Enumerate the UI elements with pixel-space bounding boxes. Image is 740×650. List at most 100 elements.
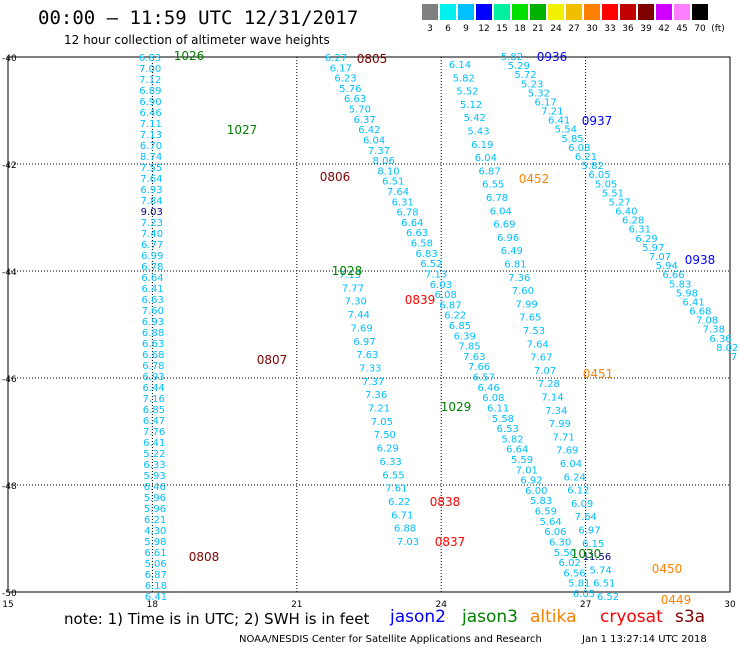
scale-swatch — [548, 4, 564, 20]
swh-value: 6.53 — [497, 424, 519, 435]
swh-value: 8.74 — [140, 152, 162, 163]
scale-swatch — [674, 4, 690, 20]
swh-value: 7.65 — [519, 313, 541, 324]
swh-value: 5.51 — [602, 188, 624, 199]
scale-label: (ft) — [711, 24, 725, 34]
pass-time-label: 1026 — [174, 49, 205, 63]
lon-label: 30 — [724, 600, 736, 610]
swh-value: 6.17 — [330, 63, 352, 74]
swh-value: 7.40 — [141, 229, 163, 240]
swh-value: 5.32 — [528, 88, 550, 99]
scale-swatch — [602, 4, 618, 20]
swh-value: 6.63 — [142, 295, 164, 306]
swh-value: 5.54 — [555, 125, 577, 136]
swh-value: 6.89 — [139, 86, 161, 97]
swh-value: 6.68 — [689, 307, 711, 318]
swh-value: 7.50 — [374, 430, 396, 441]
swh-value: 6.57 — [473, 373, 495, 384]
swh-value: 6.77 — [141, 240, 163, 251]
swh-value: 7.64 — [387, 187, 409, 198]
swh-value: 5.96 — [144, 493, 166, 504]
swh-value: 5.06 — [144, 559, 166, 570]
swh-value: 6.55 — [482, 180, 504, 191]
swh-value: 6.41 — [145, 592, 167, 603]
swh-value: 6.29 — [635, 234, 657, 245]
swh-value: 7.63 — [356, 350, 378, 361]
scale-label: 36 — [622, 24, 634, 34]
swh-value: 6.87 — [145, 570, 167, 581]
scale-swatch — [530, 4, 546, 20]
swh-value: 5.12 — [460, 100, 482, 111]
pass-time-label: 1027 — [227, 123, 258, 137]
swh-value: 6.63 — [142, 339, 164, 350]
swh-value: 6.33 — [143, 460, 165, 471]
swh-value: 5.50 — [554, 548, 576, 559]
swh-value: 6.08 — [435, 290, 457, 301]
swh-value: 7.37 — [362, 377, 384, 388]
swh-value: 6.87 — [478, 166, 500, 177]
swh-value: 6.39 — [454, 331, 476, 342]
swh-value: 7.14 — [541, 393, 563, 404]
swh-value: 6.08 — [482, 393, 504, 404]
swh-value: 6.00 — [525, 486, 547, 497]
swh-value: 7.05 — [371, 417, 393, 428]
swh-value: 6.12 — [567, 486, 589, 497]
swh-value: 6.44 — [143, 383, 165, 394]
swh-value: 6.27 — [325, 53, 347, 64]
swh-value: 5.70 — [349, 105, 371, 116]
swh-value: 7.38 — [703, 325, 725, 336]
pass-time-label: 0450 — [652, 562, 683, 576]
swh-value: 6.83 — [415, 249, 437, 260]
pass-time-label: 1030 — [571, 547, 602, 561]
swh-value: 6.31 — [392, 197, 414, 208]
scale-label: 24 — [550, 24, 562, 34]
scale-swatch — [692, 4, 708, 20]
swh-value: 6.15 — [582, 539, 604, 550]
swh-value: 5.94 — [656, 261, 678, 272]
swh-value: 5.27 — [609, 197, 631, 208]
swh-value: 7.11 — [140, 119, 162, 130]
swh-value: 6.04 — [560, 459, 582, 470]
scale-swatch — [656, 4, 672, 20]
swh-value: 6.11 — [487, 403, 509, 414]
swh-value: 7.53 — [523, 326, 545, 337]
swh-value: 6.05 — [573, 589, 595, 600]
swh-value: 6.29 — [377, 444, 399, 455]
footer-credit: NOAA/NESDIS Center for Satellite Applica… — [239, 634, 542, 645]
swh-value: 6.41 — [143, 438, 165, 449]
swh-value: 6.49 — [501, 246, 523, 257]
swh-value: 6.63 — [344, 94, 366, 105]
swh-value: 6.47 — [143, 416, 165, 427]
swh-value: 7.63 — [463, 352, 485, 363]
swh-value: 6.78 — [142, 361, 164, 372]
scale-label: 21 — [532, 24, 544, 34]
pass-time-label: 0807 — [257, 353, 288, 367]
swh-value: 7.55 — [140, 163, 162, 174]
swh-value: 6.04 — [363, 135, 385, 146]
map-frame — [7, 56, 731, 593]
swh-value: 6.28 — [622, 216, 644, 227]
scale-label: 9 — [463, 24, 469, 34]
swh-value: 7.64 — [575, 512, 597, 523]
pass-time-label: 0839 — [405, 293, 436, 307]
swh-value: 5.23 — [521, 79, 543, 90]
pass-time-label: 0936 — [537, 50, 568, 64]
swh-value: 7.16 — [143, 394, 165, 405]
swh-value: 6.46 — [477, 383, 499, 394]
swh-value: 7.64 — [140, 174, 162, 185]
lat-label: -48 — [2, 482, 17, 492]
swh-value: 8.06 — [373, 156, 395, 167]
swh-value: 7.21 — [368, 404, 390, 415]
swh-value: 7.77 — [342, 283, 364, 294]
swh-value: 5.97 — [642, 243, 664, 254]
swh-value: 6.40 — [615, 207, 637, 218]
swh-value: 6.02 — [559, 558, 581, 569]
lon-label: 15 — [2, 600, 13, 610]
swh-value: 6.88 — [394, 524, 416, 535]
swh-value: 6.78 — [141, 262, 163, 273]
swh-value: 6.55 — [382, 470, 404, 481]
swh-value: 6.22 — [388, 497, 410, 508]
swh-value: 7.69 — [556, 446, 578, 457]
legend-jason2: jason2 — [390, 607, 446, 627]
scale-swatch — [458, 4, 474, 20]
